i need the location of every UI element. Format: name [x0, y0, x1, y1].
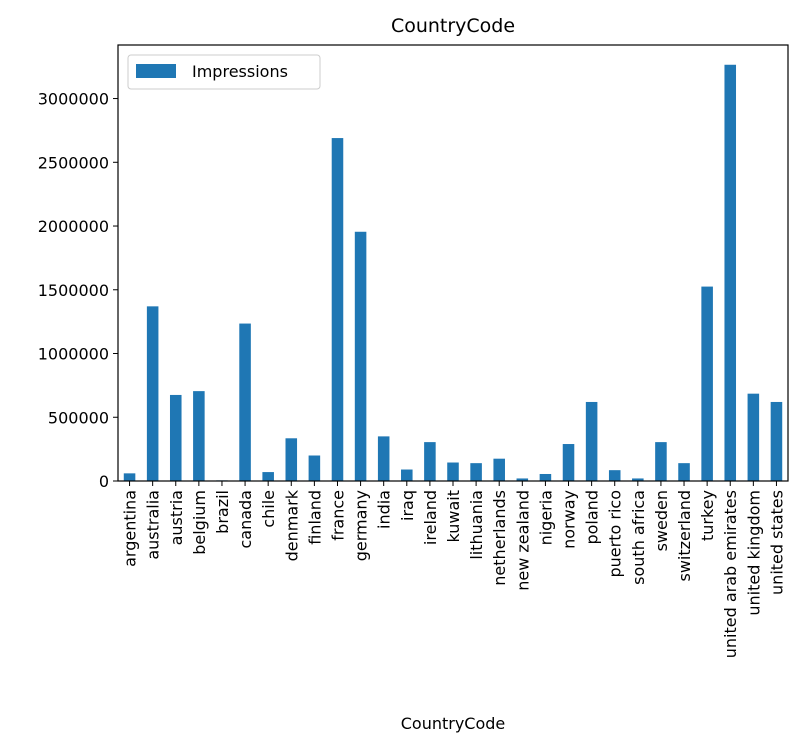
bars-group [123, 64, 783, 482]
bar-germany [354, 231, 367, 481]
legend-box [127, 54, 321, 90]
x-tick-label: sweden [652, 490, 671, 551]
x-tick-label: france [328, 490, 347, 541]
bar-finland [308, 455, 321, 481]
x-tick-label: lithuania [467, 490, 486, 560]
x-tick-label: new zealand [513, 490, 532, 591]
x-tick-label: chile [259, 490, 278, 528]
x-tick-label: united arab emirates [721, 490, 740, 658]
bar-austria [169, 394, 182, 481]
x-tick-label: belgium [190, 490, 209, 555]
x-tick-label: denmark [282, 489, 301, 561]
y-tick-label: 2500000 [38, 153, 109, 172]
x-tick-label: germany [352, 490, 371, 561]
legend-label: Impressions [192, 62, 288, 81]
y-tick-label: 2000000 [38, 217, 109, 236]
bar-belgium [193, 391, 205, 481]
y-axis: 0 500000 1000000 1500000 2000000 2500000 30000… [38, 90, 118, 491]
bar-new-zealand [516, 478, 529, 481]
bar-united-states [770, 401, 783, 481]
bar-india [377, 436, 390, 481]
x-tick-label: austria [167, 490, 186, 545]
bar-france [331, 138, 344, 481]
x-tick-label: kuwait [444, 490, 463, 543]
x-tick-label: finland [305, 490, 324, 545]
x-axis: argentina australia austria belgium brazil ca… [121, 481, 786, 658]
x-tick-label: brazil [213, 490, 232, 534]
x-tick-label: united states [767, 490, 786, 595]
legend-swatch [136, 64, 176, 78]
y-tick-label: 3000000 [38, 90, 109, 109]
bar-netherlands [493, 458, 505, 481]
x-tick-label: turkey [698, 490, 717, 541]
bar-poland [585, 401, 598, 481]
bar-nigeria [539, 473, 552, 481]
bar-puerto-rico [608, 470, 621, 481]
bar-australia [146, 306, 159, 481]
legend: Impressions [127, 54, 321, 90]
x-tick-label: south africa [629, 490, 648, 585]
y-tick-label: 1500000 [38, 281, 109, 300]
bar-kuwait [447, 462, 459, 481]
bar-south-africa [632, 478, 644, 481]
bar-canada [239, 323, 251, 481]
y-tick-label: 0 [99, 472, 109, 491]
chart-title: CountryCode [391, 15, 515, 37]
x-tick-label: netherlands [490, 490, 509, 586]
x-tick-label: iraq [398, 490, 417, 521]
x-tick-label: canada [236, 490, 255, 549]
bar-argentina [123, 473, 136, 481]
bar-chile [262, 472, 274, 481]
y-tick-label: 500000 [48, 408, 109, 427]
bar-iraq [401, 469, 413, 481]
x-tick-label: nigeria [536, 490, 555, 545]
bar-norway [562, 444, 575, 481]
x-axis-label: CountryCode [401, 714, 506, 733]
bar-united-arab-emirates [724, 64, 737, 482]
x-tick-label: united kingdom [744, 490, 763, 616]
x-tick-label: ireland [421, 490, 440, 545]
x-tick-label: poland [583, 490, 602, 545]
bar-turkey [701, 286, 713, 481]
x-tick-label: norway [560, 490, 579, 549]
x-tick-label: argentina [121, 490, 140, 567]
bar-united-kingdom [747, 393, 760, 481]
bar-lithuania [470, 463, 482, 481]
plot-frame [117, 44, 789, 482]
bar-sweden [655, 442, 667, 481]
x-tick-label: puerto rico [606, 490, 625, 577]
bar-denmark [285, 438, 298, 481]
x-tick-label: australia [144, 490, 163, 560]
x-tick-label: switzerland [675, 490, 694, 582]
y-tick-label: 1000000 [38, 345, 109, 364]
bar-ireland [424, 442, 436, 481]
x-tick-label: india [375, 490, 394, 529]
bar-switzerland [678, 463, 690, 481]
